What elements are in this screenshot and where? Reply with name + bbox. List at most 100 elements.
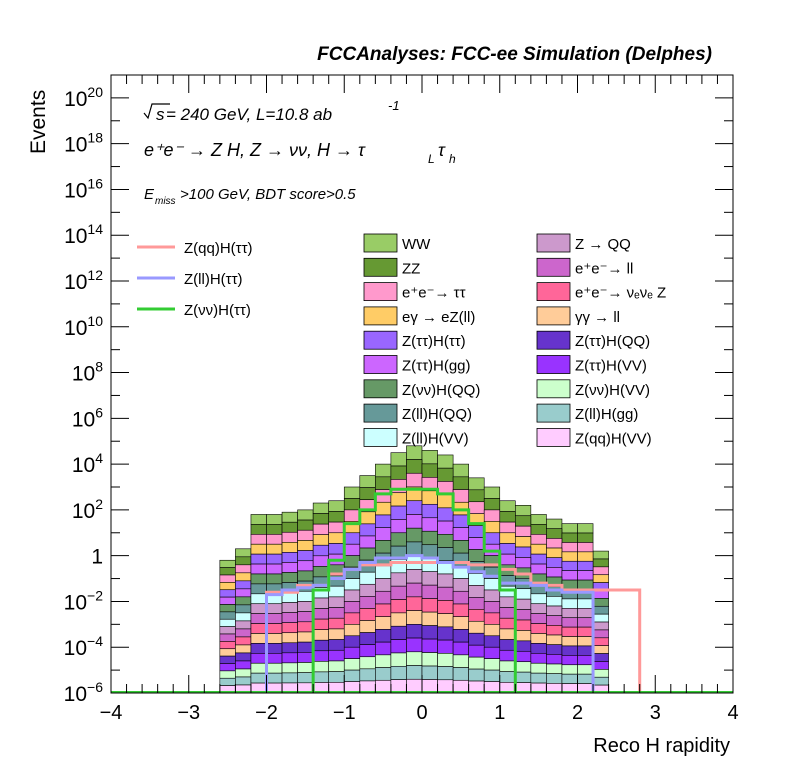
histogram-bar bbox=[499, 617, 516, 630]
histogram-bar bbox=[437, 573, 454, 588]
legend-entry-label: eγ → eZ(ll) bbox=[402, 309, 475, 326]
axes: −4 −3 −2 −1 0 1 2 3 4 1020 1018 1016 1014 1012 1010 108… bbox=[64, 74, 739, 724]
histogram-bar bbox=[546, 528, 563, 539]
histogram-bar bbox=[219, 677, 236, 686]
histogram-bar bbox=[546, 634, 563, 645]
histogram-bar bbox=[235, 612, 252, 622]
histogram-bar bbox=[297, 519, 314, 531]
histogram-bar bbox=[561, 608, 578, 619]
histogram-bar bbox=[390, 652, 407, 667]
histogram-bar bbox=[250, 623, 267, 634]
histogram-bar bbox=[312, 629, 329, 641]
histogram-bar bbox=[452, 489, 469, 503]
histogram-bar bbox=[250, 613, 267, 624]
histogram-bar bbox=[530, 662, 547, 674]
histogram-bar bbox=[530, 543, 547, 555]
histogram-bar bbox=[483, 624, 501, 637]
histogram-bar bbox=[343, 578, 361, 591]
histogram-bar bbox=[250, 672, 267, 684]
histogram-bar bbox=[359, 668, 376, 682]
histogram-bar bbox=[530, 623, 547, 634]
histogram-bar bbox=[530, 603, 547, 614]
histogram-bar bbox=[499, 553, 516, 566]
histogram-bar bbox=[281, 511, 298, 523]
histogram-bar bbox=[514, 598, 532, 610]
histogram-bar bbox=[499, 532, 516, 544]
y-tick-label: 1018 bbox=[64, 130, 103, 157]
histogram-bar bbox=[483, 498, 501, 511]
legend-entry-label: Z(ll)H(QQ) bbox=[402, 406, 472, 423]
histogram-bar bbox=[297, 570, 314, 582]
energy-lumi-text: = 240 GeV, L=10.8 ab bbox=[166, 105, 332, 124]
histogram-bar bbox=[250, 563, 267, 575]
y-tick-label: 1016 bbox=[64, 175, 103, 202]
histogram-bar bbox=[343, 532, 361, 545]
histogram-bar bbox=[359, 571, 376, 585]
histogram-bar bbox=[328, 532, 345, 544]
x-tick-label: 3 bbox=[650, 702, 661, 724]
histogram-bar bbox=[577, 579, 594, 590]
histogram-bar bbox=[592, 661, 609, 670]
histogram-bar bbox=[577, 636, 594, 647]
histogram-bar bbox=[421, 544, 438, 559]
histogram-bar bbox=[592, 637, 609, 646]
histogram-bar bbox=[452, 654, 469, 668]
stack-layer bbox=[219, 665, 609, 686]
histogram-bar bbox=[406, 500, 423, 515]
histogram-bar bbox=[561, 645, 578, 656]
stack-layer bbox=[219, 459, 609, 576]
histogram-bar bbox=[468, 525, 485, 538]
histogram-bar bbox=[592, 621, 609, 631]
histogram-bar bbox=[437, 507, 454, 522]
histogram-bar bbox=[359, 644, 376, 658]
histogram-bar bbox=[499, 628, 516, 640]
histogram-bar bbox=[406, 541, 423, 556]
histogram-bar bbox=[266, 573, 283, 585]
histogram-bar bbox=[437, 586, 454, 601]
histogram-bar bbox=[483, 589, 501, 602]
histogram-bar bbox=[561, 551, 578, 562]
histogram-bar bbox=[546, 625, 563, 636]
histogram-bar bbox=[235, 620, 252, 630]
histogram-bar bbox=[375, 667, 392, 681]
histogram-bar bbox=[530, 563, 547, 575]
legend-entry-label: Z(qq)H(ττ) bbox=[184, 240, 253, 257]
histogram-bar bbox=[281, 542, 298, 553]
histogram-bar bbox=[592, 574, 609, 583]
histogram-bar bbox=[359, 487, 376, 501]
histogram-bar bbox=[499, 511, 516, 523]
histogram-bar bbox=[437, 666, 454, 681]
histogram-bar bbox=[592, 669, 609, 678]
histogram-bar bbox=[468, 620, 485, 634]
histogram-bar bbox=[452, 463, 469, 478]
histogram-bar bbox=[235, 604, 252, 614]
histogram-bar bbox=[421, 652, 438, 667]
histogram-bar bbox=[359, 596, 376, 609]
cut-rest: >100 GeV, BDT score>0.5 bbox=[180, 186, 356, 203]
histogram-bar bbox=[297, 641, 314, 653]
y-tick-label: 102 bbox=[72, 496, 103, 523]
histogram-bar bbox=[561, 636, 578, 647]
histogram-bar bbox=[530, 643, 547, 654]
histogram-bar bbox=[235, 660, 252, 670]
histogram-bar bbox=[359, 523, 376, 537]
histogram-bar bbox=[499, 639, 516, 651]
histogram-bar bbox=[452, 667, 469, 681]
y-tick-label: 108 bbox=[72, 359, 103, 386]
histogram-bar bbox=[592, 653, 609, 662]
histogram-bar bbox=[468, 477, 485, 491]
legend-swatch bbox=[363, 427, 398, 447]
legend-swatch bbox=[536, 282, 571, 302]
histogram-bar bbox=[577, 542, 594, 553]
histogram-bar bbox=[375, 463, 392, 478]
histogram-bar bbox=[468, 609, 485, 622]
legend-entry-label: Z(ττ)H(ττ) bbox=[402, 333, 466, 350]
histogram-bar bbox=[375, 540, 392, 554]
histogram-bar bbox=[250, 662, 267, 674]
histogram-bar bbox=[514, 609, 532, 621]
y-tick-label: 1012 bbox=[64, 267, 103, 294]
legend-entry-label: Z(qq)H(VV) bbox=[575, 430, 652, 447]
histogram-bar bbox=[421, 665, 438, 680]
histogram-bar bbox=[343, 646, 361, 659]
histogram-bar bbox=[592, 613, 609, 623]
